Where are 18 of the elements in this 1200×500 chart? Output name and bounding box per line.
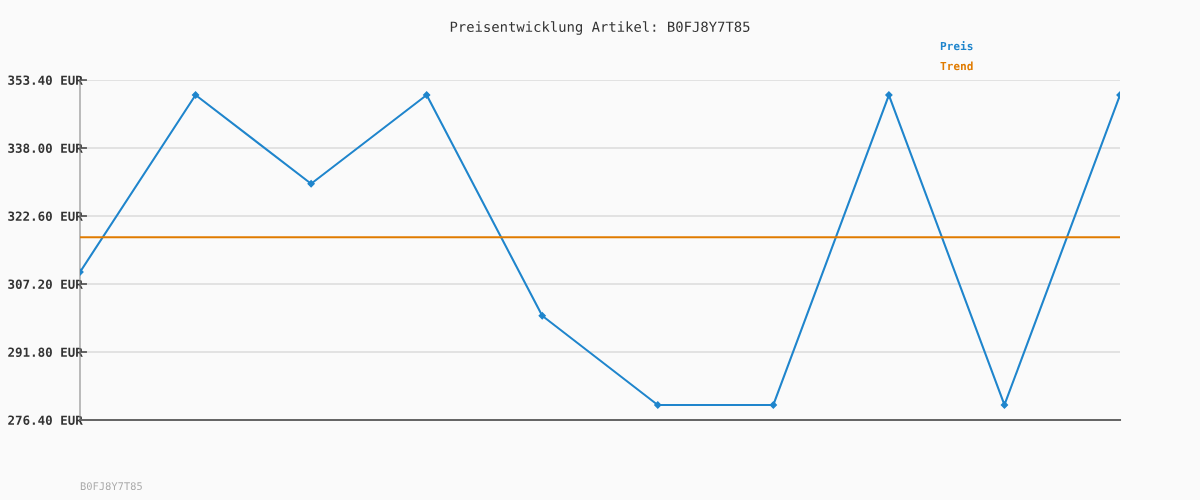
y-tick-label: 338.00 EUR bbox=[8, 143, 83, 153]
y-tick-label: 291.80 EUR bbox=[8, 347, 83, 357]
y-tick-label: 353.40 EUR bbox=[8, 75, 83, 85]
text: Trend bbox=[940, 61, 973, 71]
point bbox=[538, 312, 546, 320]
text: Preis bbox=[940, 41, 973, 51]
point bbox=[191, 91, 200, 99]
point bbox=[654, 401, 662, 409]
point bbox=[769, 401, 777, 409]
point bbox=[885, 91, 893, 99]
text: B0FJ8Y7T85 bbox=[80, 482, 142, 491]
y-tick-label: 276.40 EUR bbox=[8, 415, 83, 425]
y-tick-label: 322.60 EUR bbox=[8, 211, 83, 221]
point bbox=[1000, 401, 1009, 409]
point bbox=[307, 180, 315, 188]
chart-title: Preisentwicklung Artikel: B0FJ8Y7T85 bbox=[450, 21, 750, 35]
point bbox=[423, 91, 431, 99]
y-tick-label: 307.20 EUR bbox=[8, 279, 83, 289]
